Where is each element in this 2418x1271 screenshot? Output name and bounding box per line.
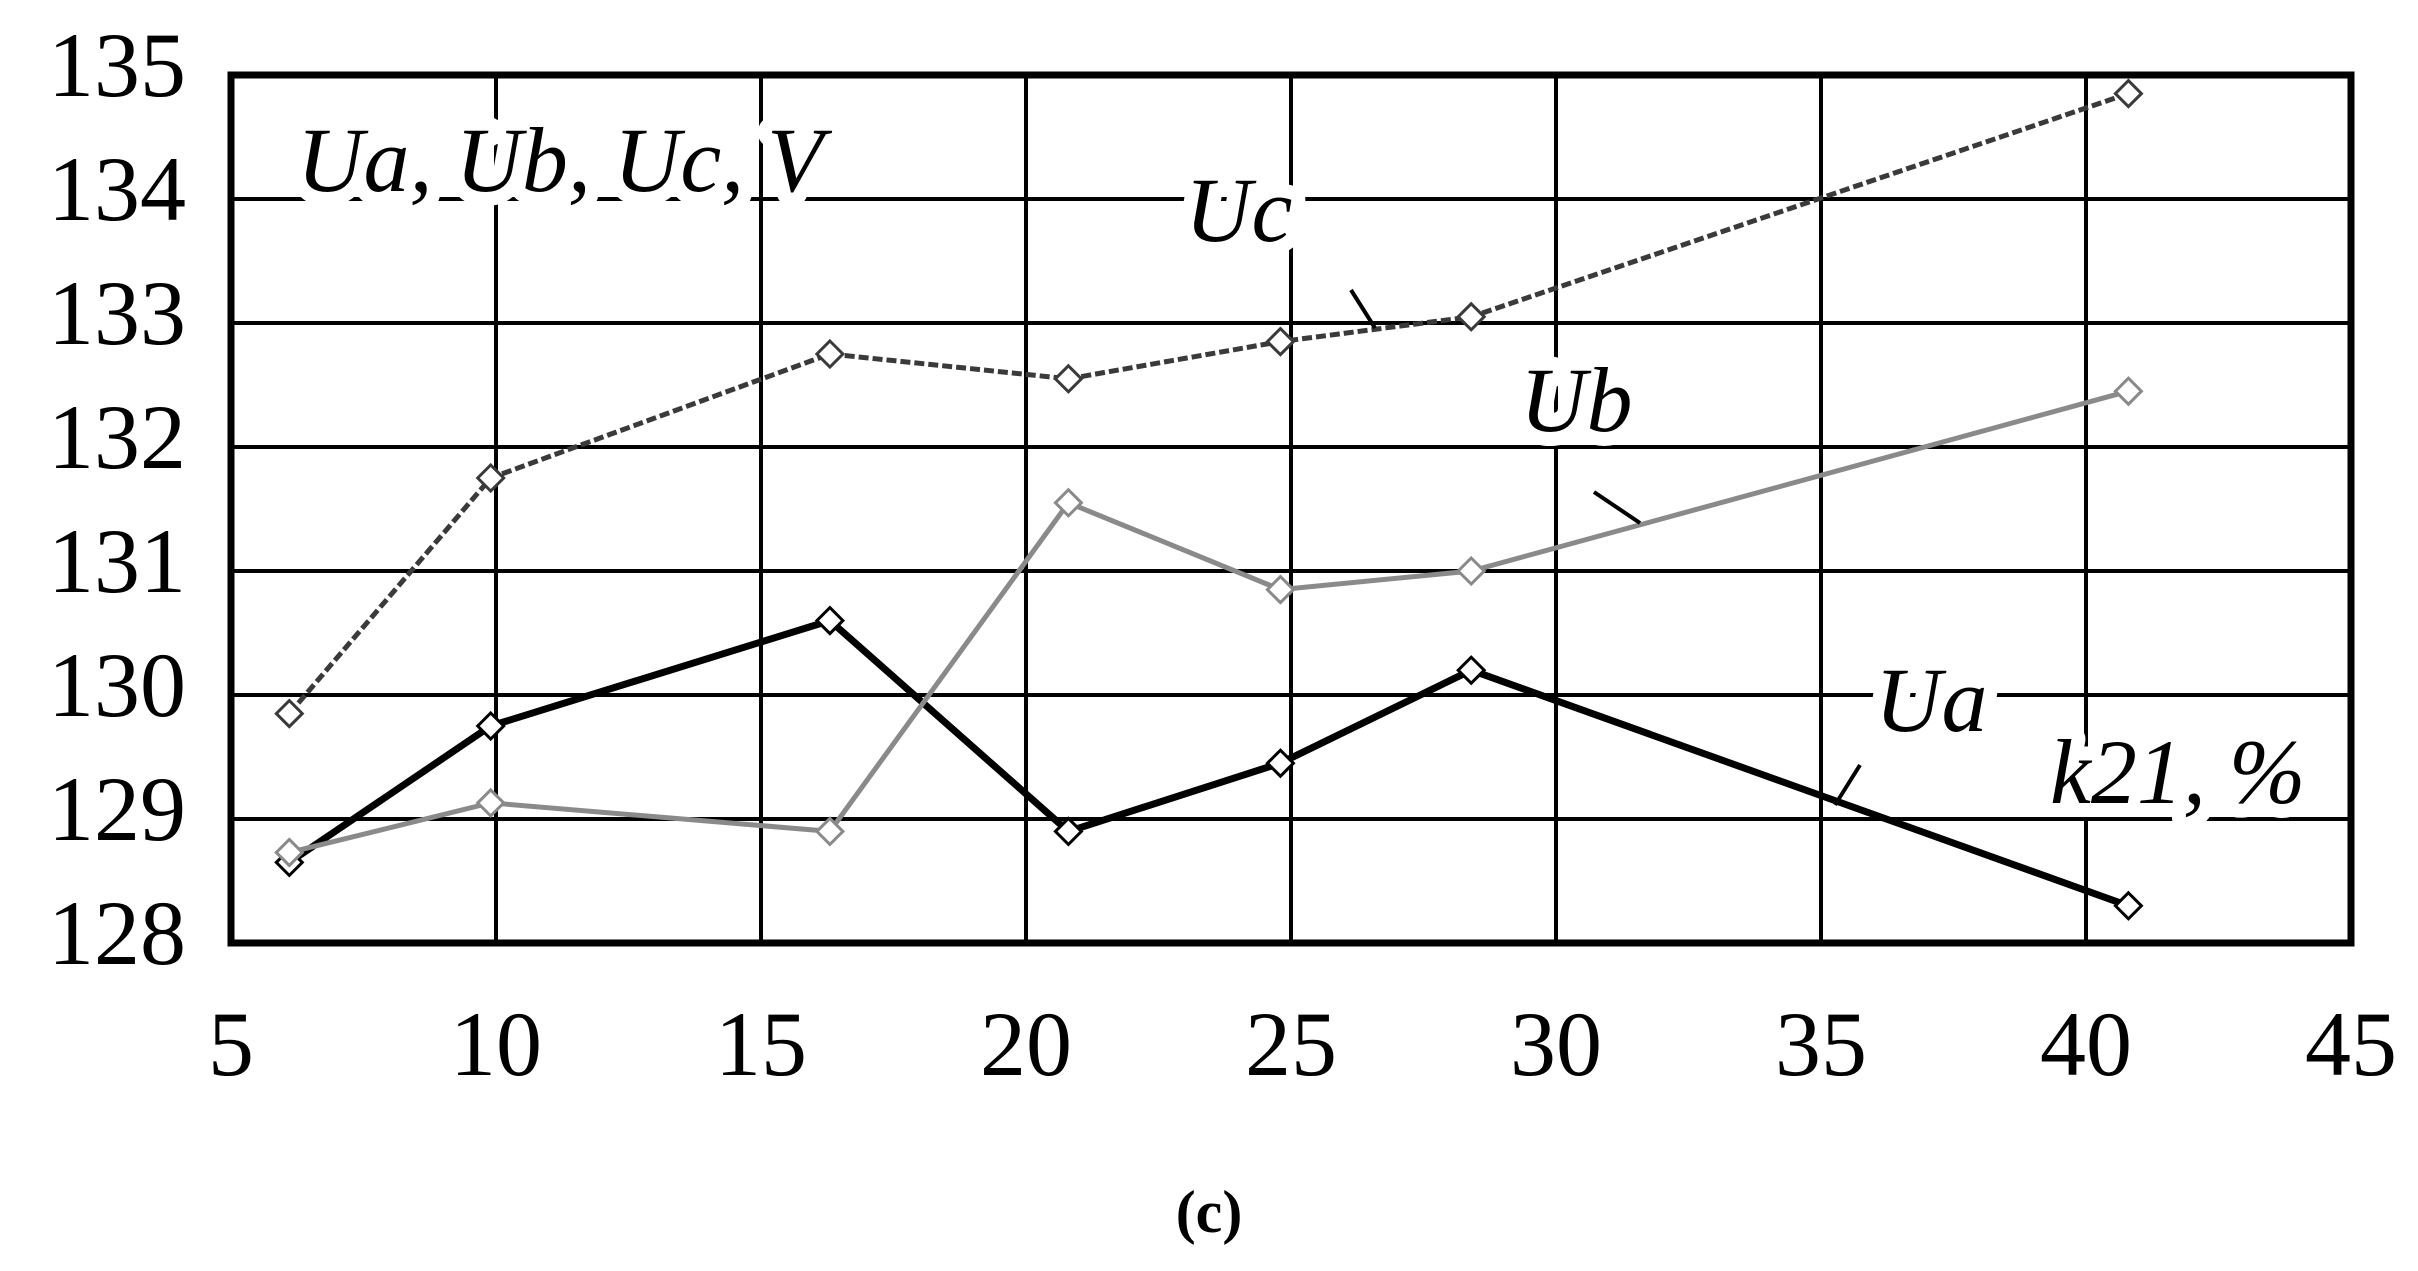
x-axis-label: k21, % (2050, 721, 2305, 823)
marker (1053, 487, 1084, 518)
marker (2113, 890, 2144, 921)
marker (814, 816, 846, 847)
y-tick-label: 132 (48, 386, 186, 488)
x-tick-label: 45 (2305, 993, 2397, 1095)
y-tick-label: 131 (48, 510, 186, 612)
marker (2113, 376, 2144, 407)
lines (274, 78, 2144, 921)
y-axis-label: Ua, Ub, Uc, V (297, 109, 833, 211)
x-tick-label: 15 (715, 993, 807, 1095)
y-tick-label: 130 (48, 634, 186, 736)
y-tick-label: 128 (48, 882, 186, 984)
y-tick-label: 133 (48, 262, 186, 364)
marker (1265, 748, 1296, 779)
x-tick-label: 5 (208, 993, 254, 1095)
marker (1053, 816, 1084, 847)
x-tick-label: 10 (450, 993, 542, 1095)
marker (475, 462, 506, 494)
y-tick-label: 134 (48, 138, 186, 240)
marker (2113, 78, 2144, 109)
marker (274, 698, 305, 729)
marker (475, 787, 506, 819)
caption: (c) (1176, 1179, 1243, 1245)
marker (814, 338, 846, 370)
marker (1456, 655, 1487, 686)
marker (814, 605, 846, 636)
x-tick-label: 25 (1245, 993, 1337, 1095)
marker (1265, 574, 1296, 605)
leader-line (1349, 288, 1377, 330)
marker (1053, 363, 1084, 394)
plot-frame (227, 71, 2355, 947)
marker (1456, 555, 1487, 587)
series-label: Uc (1185, 159, 1292, 261)
y-tick-label: 135 (48, 14, 186, 116)
x-tick-label: 40 (2040, 993, 2132, 1095)
leader-line (1592, 490, 1642, 525)
marker (1265, 326, 1296, 357)
marker (475, 710, 506, 742)
series-label: Ub (1520, 349, 1632, 451)
x-tick-label: 35 (1775, 993, 1867, 1095)
leader-line (1833, 763, 1862, 807)
marker (1456, 301, 1487, 332)
x-tick-label: 30 (1510, 993, 1602, 1095)
marker (274, 837, 305, 868)
x-tick-label: 20 (980, 993, 1072, 1095)
series-label: Ua (1875, 649, 1987, 751)
y-tick-label: 129 (48, 758, 186, 860)
